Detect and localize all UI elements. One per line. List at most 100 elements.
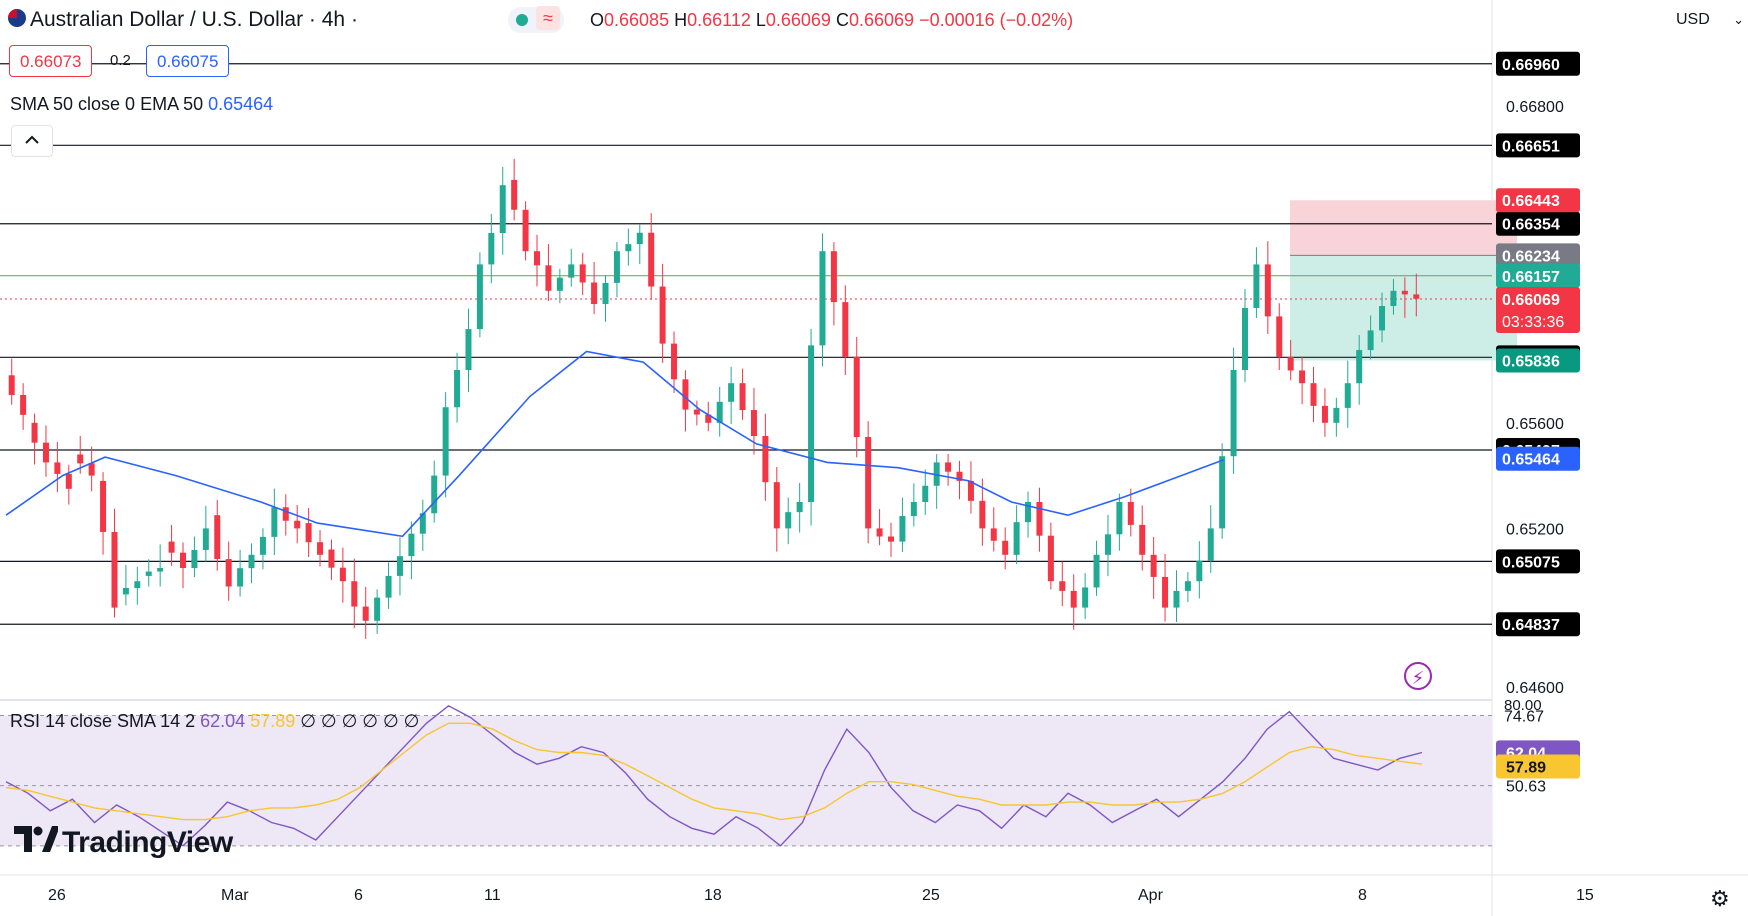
entry-tag-bg (1496, 243, 1580, 268)
candle-body (1299, 370, 1306, 384)
candle-body (591, 282, 598, 304)
rsi-extra-values: ∅ ∅ ∅ ∅ ∅ ∅ (300, 711, 420, 731)
rsi-band-fill (0, 715, 1492, 846)
indicator-legend[interactable]: SMA 50 close 0 EMA 50 0.65464 (10, 94, 273, 115)
time-tick-label: 11 (484, 887, 501, 904)
time-tick-label: 18 (704, 887, 722, 904)
candle-body (579, 264, 586, 283)
candle-body (1390, 290, 1397, 306)
candle-body (556, 277, 563, 291)
candle-body (1321, 405, 1328, 423)
candle-body (568, 264, 575, 278)
candle-body (819, 251, 826, 346)
candle-body (385, 575, 392, 598)
candle-body (100, 480, 107, 532)
candle-body (659, 286, 666, 344)
level-tag-1: 0.66651 (1502, 138, 1560, 155)
rsi-sma-value: 57.89 (250, 711, 296, 731)
indicator-value: 0.65464 (208, 94, 274, 114)
settings-gear-icon[interactable]: ⚙ (1710, 886, 1730, 911)
candle-body (613, 251, 620, 283)
candle-body (454, 370, 461, 408)
lightning-icon[interactable]: ⚡ (1404, 662, 1432, 690)
currency-selector[interactable]: USD ⌄ (1668, 2, 1748, 38)
entry-tag: 0.66234 (1502, 248, 1560, 265)
candle-body (202, 528, 209, 550)
candle-body (671, 343, 678, 380)
rsi-legend[interactable]: RSI 14 close SMA 14 2 62.04 57.89 ∅ ∅ ∅ … (10, 711, 420, 731)
candle-body (157, 568, 164, 572)
candle-body (1173, 590, 1180, 608)
candle-body (967, 480, 974, 501)
time-tick-label: Mar (221, 887, 249, 904)
candle-body (728, 383, 735, 402)
candle-body (876, 528, 883, 537)
candle-body (282, 507, 289, 521)
time-tick-label: 15 (1576, 887, 1594, 904)
rsi-line (5, 704, 1423, 847)
candle-body (1207, 528, 1214, 561)
ema-tag-bg (1496, 446, 1580, 471)
candle-body (830, 251, 837, 303)
time-tick-label: 6 (354, 887, 363, 904)
candle-body (956, 471, 963, 481)
ema-50-line (5, 350, 1225, 538)
price-tick-label: 0.64600 (1506, 680, 1564, 697)
candle-body (842, 302, 849, 357)
candle-body (808, 345, 815, 502)
level-tag-6-bg (1496, 612, 1580, 637)
candle-body (773, 482, 780, 529)
buy-button[interactable]: 0.66075 (146, 45, 230, 77)
candle-body (899, 515, 906, 542)
candle-body (1413, 294, 1420, 299)
indicator-name: SMA 50 close 0 EMA 50 (10, 94, 204, 114)
candle-body (705, 414, 712, 423)
candle-body (534, 251, 540, 266)
market-open-dot-icon (516, 14, 528, 26)
candle-body (1333, 407, 1340, 423)
change-value: −0.00016 (−0.02%) (919, 10, 1074, 30)
time-tick-label: 25 (922, 887, 940, 904)
candle-body (625, 244, 632, 252)
candle-body (648, 232, 655, 287)
candle-body (682, 379, 689, 410)
candle-body (191, 549, 198, 568)
symbol-title[interactable]: Australian Dollar / U.S. Dollar · 4h · (30, 8, 358, 31)
candle-body (396, 556, 403, 576)
candle-body (693, 409, 700, 415)
candle-body (1047, 535, 1054, 582)
target-tag-bg (1496, 348, 1580, 373)
candle-body (1162, 576, 1169, 608)
candle-body (499, 185, 506, 234)
candle-body (374, 597, 381, 621)
wave-icon[interactable]: ≈ (536, 6, 560, 30)
current-price-bg (1496, 286, 1580, 333)
candle-body (8, 375, 15, 395)
candle-body (1356, 350, 1363, 384)
ema-tag: 0.65464 (1502, 452, 1560, 469)
sell-button[interactable]: 0.66073 (9, 45, 93, 77)
candle-body (762, 436, 769, 483)
candle-body (1219, 456, 1226, 529)
collapse-legend-button[interactable] (11, 125, 53, 157)
stop-tag-bg (1496, 188, 1580, 213)
rsi-sma-bg (1496, 754, 1580, 779)
candle-body (796, 502, 803, 513)
candle-body (922, 485, 929, 502)
close-value: 0.66069 (848, 10, 915, 30)
spread-value: 0.2 (110, 52, 131, 69)
stop-loss-zone (1290, 200, 1517, 256)
candle-body (259, 536, 266, 555)
candle-body (1367, 330, 1374, 351)
green-level-tag-bg (1496, 263, 1580, 288)
candle-body (488, 233, 495, 265)
candle-body (442, 407, 449, 476)
candle-body (853, 356, 860, 438)
candle-body (339, 567, 346, 582)
candle-body (1082, 587, 1089, 608)
candle-body (431, 475, 438, 514)
chevron-down-icon: ⌄ (1733, 12, 1744, 27)
candle-body (248, 554, 255, 569)
level-tag-0: 0.66960 (1502, 57, 1560, 74)
